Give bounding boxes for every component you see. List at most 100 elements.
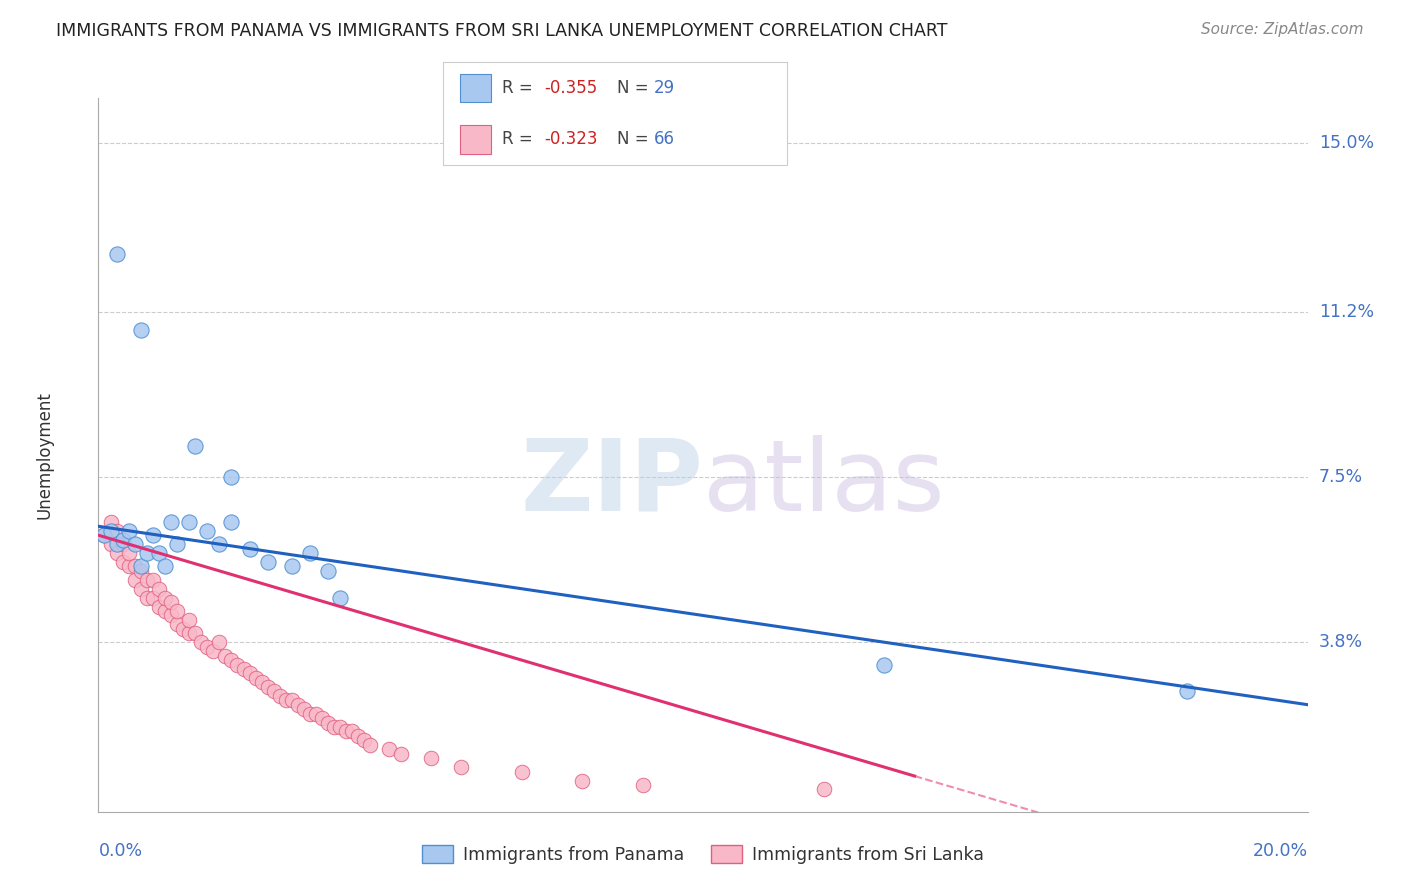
Point <box>166 617 188 632</box>
Point <box>195 524 218 538</box>
Point <box>226 657 249 672</box>
Text: R =: R = <box>502 79 538 97</box>
Point <box>269 689 291 703</box>
Point <box>305 706 328 721</box>
Point <box>172 622 194 636</box>
Point <box>1175 684 1198 698</box>
Point <box>450 760 472 774</box>
Point <box>111 533 134 547</box>
Point <box>148 599 170 614</box>
Point <box>129 582 152 596</box>
Point <box>105 537 128 551</box>
Text: 66: 66 <box>654 130 675 148</box>
Text: Source: ZipAtlas.com: Source: ZipAtlas.com <box>1201 22 1364 37</box>
Point <box>510 764 533 779</box>
Point <box>160 608 183 623</box>
Point <box>105 524 128 538</box>
Point <box>124 537 146 551</box>
Point <box>184 626 207 640</box>
Point <box>129 564 152 578</box>
Point <box>347 729 370 743</box>
Point <box>135 546 157 560</box>
Point <box>142 591 165 605</box>
Text: 11.2%: 11.2% <box>1319 303 1374 321</box>
Point <box>256 680 278 694</box>
Text: Unemployment: Unemployment <box>35 391 53 519</box>
Point <box>166 604 188 618</box>
Point <box>631 778 654 792</box>
Point <box>142 528 165 542</box>
Point <box>329 720 352 734</box>
Point <box>129 323 152 337</box>
Point <box>177 515 201 529</box>
Point <box>813 782 835 797</box>
Point <box>148 582 170 596</box>
Point <box>274 693 297 707</box>
Point <box>160 515 183 529</box>
Text: N =: N = <box>617 79 654 97</box>
Point <box>256 555 278 569</box>
Point <box>177 626 201 640</box>
Point <box>342 724 364 739</box>
Point <box>335 724 357 739</box>
Point <box>118 546 141 560</box>
Point <box>118 559 141 574</box>
Point <box>329 591 352 605</box>
Point <box>148 546 170 560</box>
Text: IMMIGRANTS FROM PANAMA VS IMMIGRANTS FROM SRI LANKA UNEMPLOYMENT CORRELATION CHA: IMMIGRANTS FROM PANAMA VS IMMIGRANTS FRO… <box>56 22 948 40</box>
Point <box>571 773 593 788</box>
Text: 29: 29 <box>654 79 675 97</box>
Text: R =: R = <box>502 130 538 148</box>
Point <box>239 541 262 556</box>
Legend: Immigrants from Panama, Immigrants from Sri Lanka: Immigrants from Panama, Immigrants from … <box>415 838 991 871</box>
Point <box>111 555 134 569</box>
Text: 3.8%: 3.8% <box>1319 633 1362 651</box>
Point <box>323 720 346 734</box>
Point <box>360 738 382 752</box>
Point <box>389 747 412 761</box>
Point <box>208 537 231 551</box>
Point <box>353 733 375 747</box>
Point <box>239 666 262 681</box>
Point <box>299 546 322 560</box>
Point <box>221 515 243 529</box>
Point <box>281 693 304 707</box>
Text: 15.0%: 15.0% <box>1319 134 1374 152</box>
Text: 7.5%: 7.5% <box>1319 468 1362 486</box>
Point <box>299 706 322 721</box>
Text: atlas: atlas <box>703 435 945 532</box>
Point <box>281 559 304 574</box>
Text: -0.323: -0.323 <box>544 130 598 148</box>
Text: -0.355: -0.355 <box>544 79 598 97</box>
Point <box>177 613 201 627</box>
Point <box>111 537 134 551</box>
Point <box>153 559 176 574</box>
Point <box>129 559 152 574</box>
Point <box>250 675 273 690</box>
Point <box>195 640 218 654</box>
Point <box>316 564 339 578</box>
Point <box>311 711 333 725</box>
Point <box>166 537 188 551</box>
Point <box>221 470 243 484</box>
Point <box>160 595 183 609</box>
Point <box>105 247 128 261</box>
Point <box>135 591 157 605</box>
Point <box>184 439 207 453</box>
Point <box>153 604 176 618</box>
Point <box>245 671 267 685</box>
Text: N =: N = <box>617 130 654 148</box>
Point <box>190 635 212 649</box>
Point <box>873 657 896 672</box>
Point <box>135 573 157 587</box>
Point <box>105 546 128 560</box>
Point <box>377 742 399 756</box>
Point <box>118 524 141 538</box>
Point <box>93 528 115 542</box>
Point <box>221 653 243 667</box>
Point <box>214 648 236 663</box>
Point <box>287 698 309 712</box>
Point <box>232 662 254 676</box>
Point <box>202 644 225 658</box>
Point <box>263 684 285 698</box>
